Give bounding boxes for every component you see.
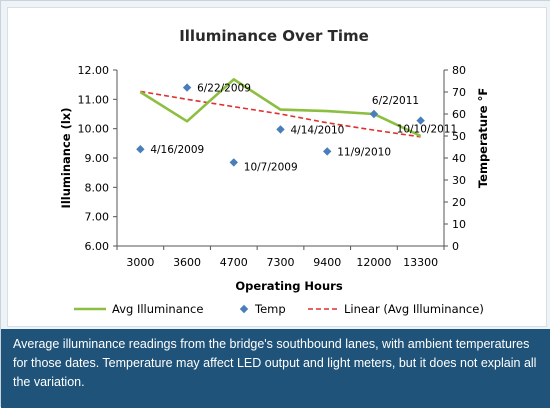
y2-tick-label: 50 [452,130,466,143]
y2-tick-label: 80 [452,64,466,77]
y-tick-label: 6.00 [85,240,110,253]
y2-tick-label: 60 [452,108,466,121]
temp-date-label: 4/14/2010 [291,124,345,136]
temperature-series: 4/16/2009 6/22/2009 10/7/2009 4/14/2010 11/9… [136,83,458,173]
chart-panel: Illuminance Over Time Illuminance (lx) T… [7,7,547,327]
x-tick-label: 13300 [403,256,438,269]
x-axis-label: Operating Hours [235,279,342,293]
legend-label-illuminance: Avg Illuminance [112,302,203,316]
y2-tick-label: 30 [452,174,466,187]
temp-date-label: 6/22/2009 [197,83,251,95]
figure-caption: Average illuminance readings from the br… [1,329,550,408]
y2-tick-label: 40 [452,152,466,165]
y-axis-label: Illuminance (lx) [59,108,73,209]
temp-date-label: 10/7/2009 [244,161,298,173]
y-tick-label: 12.00 [78,64,110,77]
y2-tick-label: 0 [452,240,459,253]
y-tick-label: 7.00 [85,211,110,224]
legend-swatch-temp [239,304,249,314]
y2-tick-labels: 0 10 20 30 40 50 60 70 80 [452,64,466,253]
illuminance-chart: Illuminance Over Time Illuminance (lx) T… [59,27,490,316]
temp-point [276,125,285,134]
x-tick-label: 7300 [267,256,295,269]
y-tick-labels: 6.00 7.00 8.00 9.00 10.00 11.00 12.00 [78,64,110,253]
temp-point [136,145,145,154]
temp-date-label: 10/10/2011 [397,124,458,136]
y2-axis-label: Temperature °F [476,88,490,188]
y-tick-label: 11.00 [78,93,110,106]
temp-point [416,116,425,125]
legend-label-trend: Linear (Avg Illuminance) [344,302,484,316]
temp-date-label: 6/2/2011 [372,95,419,107]
axes-group [113,69,448,250]
legend-label-temp: Temp [254,302,286,316]
x-tick-label: 9400 [313,256,341,269]
x-tick-label: 3000 [126,256,154,269]
temp-point [369,109,379,119]
y-tick-label: 10.00 [78,123,110,136]
temp-point [182,83,192,92]
trendline-series [140,90,421,138]
temp-date-label: 11/9/2010 [337,146,391,158]
x-tick-label: 3600 [173,256,201,269]
y2-tick-label: 10 [452,218,466,231]
chart-title: Illuminance Over Time [179,27,369,45]
temp-point [229,158,238,167]
y-tick-label: 8.00 [85,181,110,194]
chart-legend: Avg Illuminance Temp Linear (Avg Illuminan… [74,302,484,316]
trendline [140,90,421,138]
temp-point [323,147,332,156]
chart-area: Illuminance Over Time Illuminance (lx) T… [1,1,550,329]
y-tick-label: 9.00 [85,152,110,165]
x-tick-labels: 3000 3600 4700 7300 9400 12000 13300 [126,256,438,269]
temp-date-label: 4/16/2009 [150,144,204,156]
x-tick-label: 4700 [220,256,248,269]
y2-tick-label: 20 [452,196,466,209]
y2-tick-label: 70 [452,86,466,99]
x-tick-label: 12000 [356,256,391,269]
